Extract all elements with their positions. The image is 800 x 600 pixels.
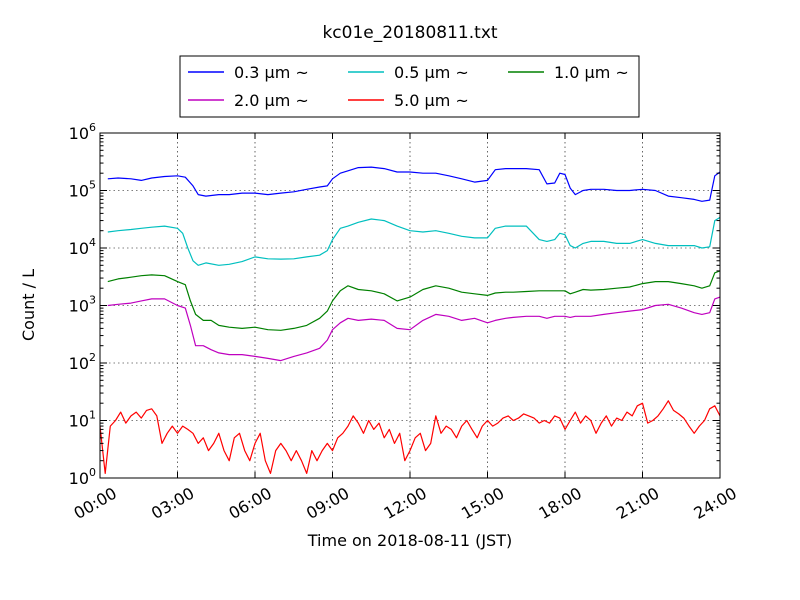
chart-title: kc01e_20180811.txt bbox=[322, 23, 497, 43]
legend-label-5: 5.0 μm ~ bbox=[394, 91, 469, 110]
legend: 0.3 μm ~ 0.5 μm ~ 1.0 μm ~ 2.0 μm ~ 5.0 μm ~ bbox=[179, 55, 640, 118]
series-lines bbox=[100, 166, 720, 474]
y-axis-label: Count / L bbox=[19, 269, 38, 341]
y-tick-label: 100 bbox=[69, 466, 96, 488]
series-line-5 bbox=[100, 400, 720, 474]
y-tick-label: 101 bbox=[69, 409, 96, 431]
series-line-3 bbox=[107, 270, 720, 331]
x-axis-label: Time on 2018-08-11 (JST) bbox=[307, 531, 512, 550]
series-line-2 bbox=[107, 216, 720, 266]
y-tick-label: 104 bbox=[69, 236, 96, 258]
legend-box bbox=[179, 55, 640, 118]
y-tick-label: 106 bbox=[69, 121, 96, 143]
legend-label-3: 1.0 μm ~ bbox=[554, 63, 629, 82]
series-line-1 bbox=[107, 166, 720, 202]
legend-label-2: 0.5 μm ~ bbox=[394, 63, 469, 82]
y-tick-label: 102 bbox=[69, 351, 96, 373]
y-tick-label: 105 bbox=[69, 179, 96, 201]
legend-label-1: 0.3 μm ~ bbox=[234, 63, 309, 82]
series-line-4 bbox=[107, 296, 720, 362]
legend-label-4: 2.0 μm ~ bbox=[234, 91, 309, 110]
y-tick-label: 103 bbox=[69, 294, 96, 316]
